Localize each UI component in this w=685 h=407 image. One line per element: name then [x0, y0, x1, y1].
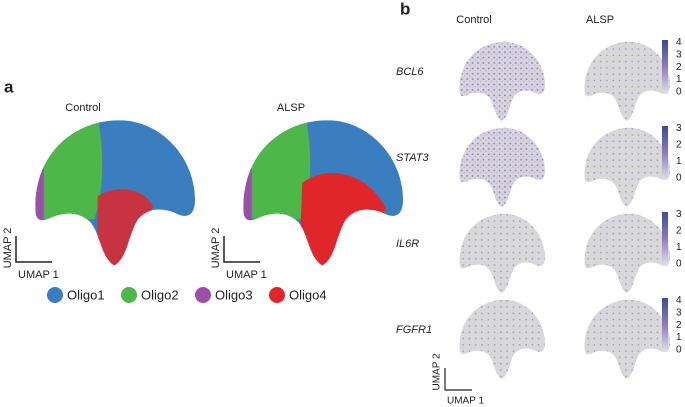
- legend-label: Oligo2: [141, 287, 179, 302]
- umap-cells: [459, 213, 545, 293]
- axis-label: UMAP 1: [18, 269, 59, 281]
- legend-label: Oligo3: [215, 287, 253, 302]
- colorbar-tick: 2: [676, 62, 682, 73]
- colorbar-tick: 3: [676, 49, 682, 60]
- cluster-oligo3: [243, 166, 252, 233]
- panel-label: b: [400, 0, 410, 18]
- axis-label: UMAP 2: [210, 228, 222, 269]
- colorbar-tick: 3: [676, 123, 682, 134]
- legend-swatch: [269, 287, 285, 303]
- expression-plot: [459, 127, 545, 207]
- umap-cells: [584, 41, 670, 121]
- colorbar-tick: 2: [676, 226, 682, 237]
- colorbar-tick: 0: [676, 259, 682, 270]
- colorbar: [662, 212, 668, 266]
- clusters: [243, 120, 404, 266]
- colorbar-tick: 4: [676, 295, 682, 306]
- axis-arrows: [444, 368, 472, 391]
- colorbar: [662, 40, 668, 94]
- gene-label: IL6R: [396, 238, 419, 250]
- column-title: Control: [456, 14, 491, 26]
- expression-plot: [459, 213, 545, 293]
- legend-swatch: [121, 287, 137, 303]
- group-title: Control: [65, 102, 100, 114]
- colorbar-tick: 1: [676, 242, 682, 253]
- legend-swatch: [195, 287, 211, 303]
- colorbar-tick: 0: [676, 345, 682, 356]
- colorbar-tick: 0: [676, 87, 682, 98]
- legend-swatch: [47, 287, 63, 303]
- colorbar-tick: 1: [676, 332, 682, 343]
- axis-label: UMAP 2: [432, 353, 443, 390]
- colorbar-tick: 3: [676, 209, 682, 220]
- clusters: [35, 120, 196, 266]
- umap-cells: [459, 41, 545, 121]
- axis-label: UMAP 1: [226, 269, 267, 281]
- cluster-oligo4: [298, 173, 387, 266]
- panel-label: a: [4, 77, 14, 96]
- legend-label: Oligo4: [289, 287, 327, 302]
- umap-cells: [584, 299, 670, 379]
- umap-plot: [35, 120, 196, 266]
- expression-plot: [584, 127, 670, 207]
- colorbar-tick: 1: [676, 156, 682, 167]
- cluster-oligo4: [97, 189, 154, 266]
- gene-label: BCL6: [396, 66, 424, 78]
- colorbar-tick: 2: [676, 140, 682, 151]
- legend-label: Oligo1: [67, 287, 105, 302]
- umap-plot: [243, 120, 404, 266]
- axis-arrows: [223, 236, 260, 263]
- expression-plot: [584, 299, 670, 379]
- axis-label: UMAP 1: [447, 396, 484, 407]
- cluster-oligo3: [35, 166, 44, 233]
- umap-cells: [584, 213, 670, 293]
- axis-arrows: [15, 236, 52, 263]
- colorbar-tick: 3: [676, 307, 682, 318]
- axis-label: UMAP 2: [2, 228, 14, 269]
- colorbar: [662, 298, 668, 352]
- expression-plot: [584, 41, 670, 121]
- expression-plot: [459, 299, 545, 379]
- expression-plot: [459, 41, 545, 121]
- colorbar-tick: 0: [676, 173, 682, 184]
- colorbar-tick: 4: [676, 37, 682, 48]
- umap-cells: [459, 127, 545, 207]
- umap-cells: [584, 127, 670, 207]
- colorbar: [662, 126, 668, 180]
- group-title: ALSP: [277, 102, 305, 114]
- column-title: ALSP: [586, 14, 614, 26]
- expression-plot: [584, 213, 670, 293]
- gene-label: FGFR1: [396, 324, 432, 336]
- colorbar-tick: 1: [676, 74, 682, 85]
- umap-cells: [459, 299, 545, 379]
- colorbar-tick: 2: [676, 320, 682, 331]
- gene-label: STAT3: [396, 152, 429, 164]
